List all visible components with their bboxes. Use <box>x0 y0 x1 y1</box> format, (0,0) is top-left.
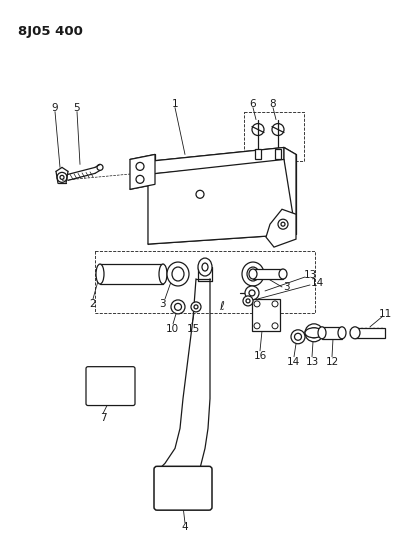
Ellipse shape <box>198 258 212 276</box>
Bar <box>322 327 342 339</box>
Polygon shape <box>130 155 155 189</box>
Bar <box>253 269 283 279</box>
Text: 8J05 400: 8J05 400 <box>18 25 83 38</box>
Text: 12: 12 <box>326 357 339 367</box>
Circle shape <box>291 330 305 344</box>
Text: 10: 10 <box>166 324 179 334</box>
Ellipse shape <box>247 267 259 281</box>
Circle shape <box>254 323 260 329</box>
Text: 1: 1 <box>172 99 178 109</box>
Bar <box>252 299 280 331</box>
Text: 8: 8 <box>270 99 276 109</box>
Circle shape <box>60 175 64 179</box>
FancyBboxPatch shape <box>86 367 135 406</box>
Bar <box>275 149 281 159</box>
Ellipse shape <box>318 327 326 339</box>
Ellipse shape <box>96 264 104 284</box>
Circle shape <box>194 305 198 309</box>
Circle shape <box>243 296 253 306</box>
Ellipse shape <box>159 264 167 284</box>
Ellipse shape <box>305 328 323 338</box>
Circle shape <box>295 333 301 340</box>
Ellipse shape <box>279 269 287 279</box>
Text: ℓ: ℓ <box>220 301 224 313</box>
Ellipse shape <box>242 262 264 286</box>
Text: 14: 14 <box>310 278 324 288</box>
Text: 7: 7 <box>100 414 106 424</box>
Polygon shape <box>266 209 296 247</box>
Polygon shape <box>148 148 284 174</box>
Text: 3: 3 <box>283 282 289 292</box>
Text: 6: 6 <box>250 99 256 109</box>
Text: 13: 13 <box>305 357 319 367</box>
Bar <box>244 111 304 161</box>
Bar <box>100 264 163 284</box>
Circle shape <box>249 290 255 296</box>
Circle shape <box>305 324 323 342</box>
Circle shape <box>246 299 250 303</box>
Circle shape <box>171 300 185 314</box>
Bar <box>355 328 385 338</box>
FancyBboxPatch shape <box>154 466 212 510</box>
Text: 2: 2 <box>90 299 96 309</box>
Text: 9: 9 <box>52 103 58 112</box>
Circle shape <box>272 323 278 329</box>
Ellipse shape <box>338 327 346 339</box>
Text: 15: 15 <box>186 324 200 334</box>
Ellipse shape <box>350 327 360 339</box>
Circle shape <box>191 302 201 312</box>
Ellipse shape <box>249 269 257 279</box>
Polygon shape <box>148 159 296 244</box>
Polygon shape <box>284 148 296 234</box>
Circle shape <box>175 303 181 310</box>
Circle shape <box>309 328 319 338</box>
Ellipse shape <box>202 263 208 271</box>
Circle shape <box>254 301 260 307</box>
Text: 4: 4 <box>182 522 188 532</box>
Bar <box>255 149 261 159</box>
Circle shape <box>245 286 259 300</box>
Text: 14: 14 <box>286 357 300 367</box>
Text: 5: 5 <box>74 103 80 112</box>
Ellipse shape <box>172 267 184 281</box>
Bar <box>95 251 315 313</box>
Circle shape <box>272 301 278 307</box>
Text: 3: 3 <box>159 299 165 309</box>
Text: 13: 13 <box>303 270 317 280</box>
Text: 16: 16 <box>253 351 267 361</box>
Ellipse shape <box>167 262 189 286</box>
Text: 11: 11 <box>378 309 391 319</box>
